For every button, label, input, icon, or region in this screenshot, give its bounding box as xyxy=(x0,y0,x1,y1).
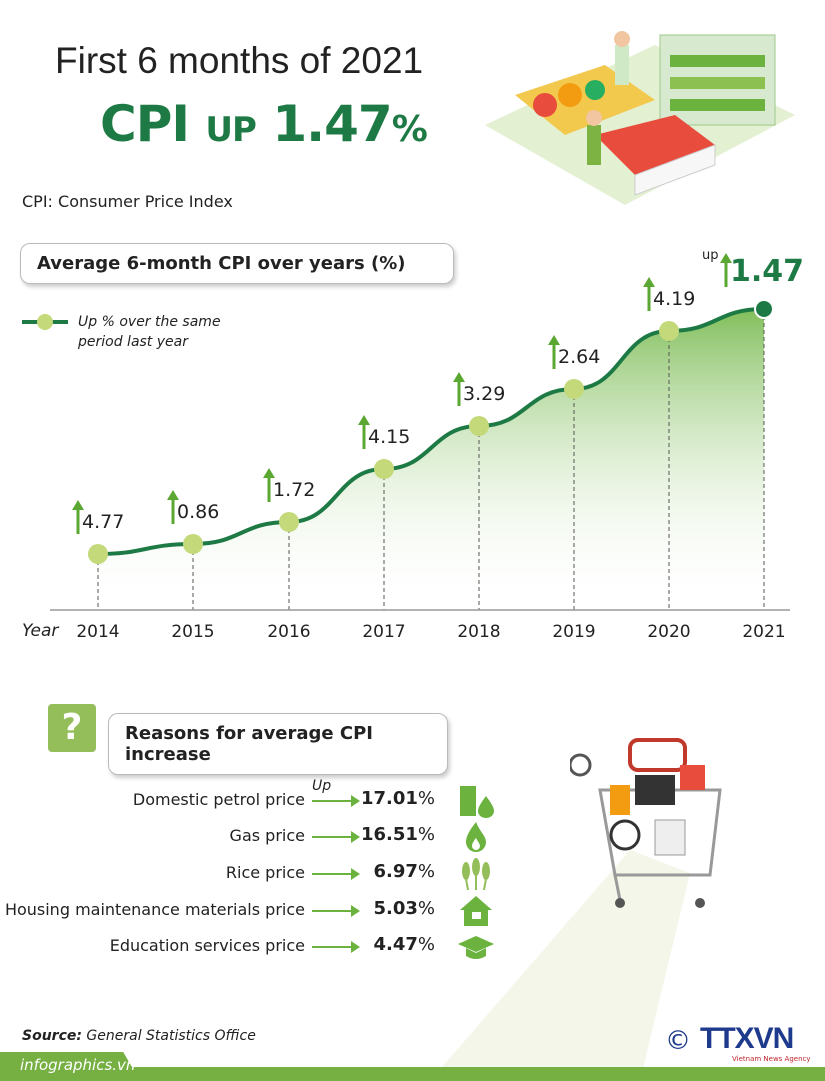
headline-up: UP xyxy=(205,110,257,150)
legend-marker xyxy=(22,314,68,330)
reasons-title: Reasons for average CPI increase xyxy=(108,713,448,775)
x-tick-label: 2019 xyxy=(552,622,595,642)
up-arrow-head-icon xyxy=(167,490,179,500)
up-arrow-head-icon xyxy=(358,415,370,425)
arrow-icon xyxy=(312,795,360,807)
data-point xyxy=(374,459,394,479)
reason-item: Education services price 4.47% xyxy=(0,932,494,962)
x-tick-label: 2021 xyxy=(742,622,785,642)
up-arrow-head-icon xyxy=(643,277,655,287)
page-title: First 6 months of 2021 xyxy=(55,40,424,81)
ttxvn-logo: TTXVN xyxy=(700,1022,794,1055)
data-point xyxy=(564,379,584,399)
data-label: 1.72 xyxy=(273,479,315,501)
up-label: Up xyxy=(312,778,332,794)
reason-label: Housing maintenance materials price xyxy=(4,900,305,919)
x-tick-label: 2017 xyxy=(362,622,405,642)
reason-item: Rice price 6.97% xyxy=(0,858,490,891)
chart-legend: Up % over the same period last year xyxy=(20,312,221,352)
data-point xyxy=(469,416,489,436)
house-icon xyxy=(460,896,492,926)
cpi-definition: CPI: Consumer Price Index xyxy=(22,192,233,211)
data-label: 0.86 xyxy=(177,501,219,523)
footer-tab xyxy=(0,1052,140,1081)
data-label: 4.19 xyxy=(653,288,695,310)
chart-title: Average 6-month CPI over years (%) xyxy=(20,243,454,284)
reason-item: Gas price 16.51% xyxy=(0,822,486,852)
headline-pct: % xyxy=(391,109,428,150)
up-arrow-head-icon xyxy=(263,468,275,478)
reason-value: 17.01% xyxy=(360,788,435,809)
data-point xyxy=(754,299,774,319)
data-point xyxy=(659,321,679,341)
reason-label: Rice price xyxy=(225,863,305,882)
up-arrow-head-icon xyxy=(548,335,560,345)
site-link[interactable]: infographics.vn xyxy=(20,1056,136,1074)
question-mark-icon: ? xyxy=(48,704,96,752)
agency-name: Vietnam News Agency xyxy=(732,1055,811,1063)
x-tick-label: 2018 xyxy=(457,622,500,642)
headline: CPI UP 1.47% xyxy=(100,95,428,153)
x-tick-label: 2015 xyxy=(171,622,214,642)
up-arrow-head-icon xyxy=(72,500,84,510)
x-tick-label: 2016 xyxy=(267,622,310,642)
legend-text-line2: period last year xyxy=(78,334,188,350)
copyright-icon: © xyxy=(665,1026,691,1056)
rice-icon xyxy=(462,858,490,891)
reason-value: 16.51% xyxy=(360,824,435,845)
reason-value: 5.03% xyxy=(373,898,435,919)
headline-value: 1.47 xyxy=(272,95,392,153)
reason-label: Education services price xyxy=(109,936,305,955)
arrow-icon xyxy=(312,941,360,953)
reason-value: 6.97% xyxy=(373,861,435,882)
reason-item: Domestic petrol price 17.01% xyxy=(0,786,494,818)
reason-label: Gas price xyxy=(229,826,305,845)
series-line xyxy=(97,307,765,556)
oil-barrel-icon xyxy=(460,786,494,818)
x-tick-label: 2014 xyxy=(76,622,119,642)
flame-icon xyxy=(466,822,486,852)
data-point xyxy=(279,512,299,532)
cpi-line-chart: 2014 4.77 2015 0.86 2016 1.72 2017 4.15 2018 3.29… xyxy=(22,250,804,642)
x-tick-label: 2020 xyxy=(647,622,690,642)
data-label: 2.64 xyxy=(558,346,600,368)
arrow-icon xyxy=(312,905,360,917)
source-note: Source: General Statistics Office xyxy=(22,1028,256,1044)
reason-label: Domestic petrol price xyxy=(132,790,305,809)
shopping-cart-illustration xyxy=(570,738,722,908)
data-label: 4.15 xyxy=(368,426,410,448)
data-point xyxy=(183,534,203,554)
x-axis-label: Year xyxy=(22,621,59,641)
arrow-icon xyxy=(312,868,360,880)
data-label: 3.29 xyxy=(463,383,505,405)
up-arrow-head-icon xyxy=(453,372,465,382)
headline-main: CPI xyxy=(100,95,190,153)
data-label: 1.47 xyxy=(730,254,804,289)
legend-text-line1: Up % over the same xyxy=(78,314,221,330)
chart-area xyxy=(98,309,764,610)
highlight-prefix: up xyxy=(702,250,719,263)
up-arrow-head-icon xyxy=(720,253,732,263)
reason-value: 4.47% xyxy=(373,934,435,955)
market-stall-illustration xyxy=(485,31,795,205)
data-point xyxy=(88,544,108,564)
footer-bar xyxy=(0,1067,825,1081)
graduation-cap-icon xyxy=(458,936,494,959)
data-label: 4.77 xyxy=(82,511,124,533)
reason-item: Housing maintenance materials price 5.03… xyxy=(0,896,492,926)
arrow-icon xyxy=(312,831,360,843)
